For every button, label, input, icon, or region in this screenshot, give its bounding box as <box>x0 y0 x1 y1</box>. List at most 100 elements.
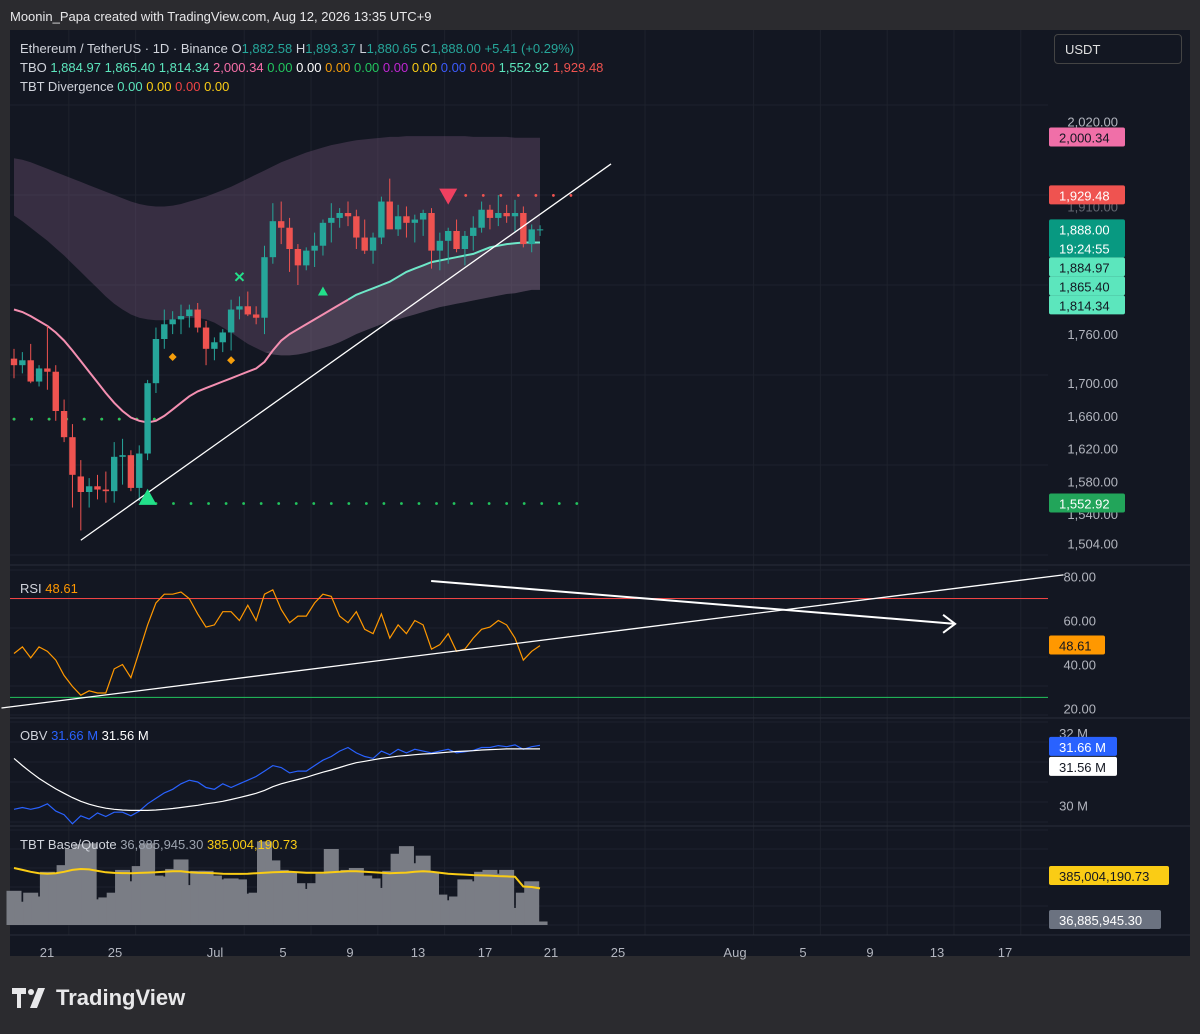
legend-value: 0.00 <box>441 60 470 75</box>
candle-body <box>244 306 251 315</box>
candle-body <box>236 306 243 310</box>
support-dot <box>82 417 86 421</box>
support-dot <box>452 502 456 505</box>
price-scale-label-text: 1,814.34 <box>1059 298 1110 313</box>
legend-value: 0.00 <box>146 79 175 94</box>
legend-value: Ethereum / TetherUS · 1D · Binance <box>20 41 231 56</box>
price-scale-label-text: 1,884.97 <box>1059 260 1110 275</box>
support-dot <box>435 502 438 505</box>
candle-body <box>219 332 226 343</box>
legend-label: RSI <box>20 581 45 596</box>
tbo-cloud <box>14 215 540 356</box>
arrow-head-icon <box>942 614 957 634</box>
support-dot <box>364 502 368 505</box>
candle-body <box>294 249 302 266</box>
resistance-dot <box>569 194 573 197</box>
volume-bar <box>524 881 540 925</box>
resistance-dot <box>481 194 485 197</box>
legend-value: 1,893.37 <box>305 41 359 56</box>
signal-diamond <box>227 356 236 365</box>
rsi-legend: RSI 48.61 <box>20 581 78 596</box>
tbo-fast-line <box>13 298 349 424</box>
price-axis-tick: 1,620.00 <box>1067 442 1118 457</box>
volume-pane: TBT Base/Quote 36,885,945.30 385,004,190… <box>6 837 548 925</box>
candle-body <box>336 213 343 218</box>
candle-body <box>19 360 26 366</box>
time-axis-tick: 17 <box>998 945 1012 960</box>
price-scale-label-text: 36,885,945.30 <box>1059 913 1142 928</box>
legend-row-divergence: TBT Divergence 0.00 0.00 0.00 0.00 <box>20 79 229 94</box>
support-dot <box>540 502 544 505</box>
resistance-dot <box>464 194 468 197</box>
chart-background <box>10 30 1190 956</box>
candle-body <box>177 316 185 320</box>
legend-value: 1,929.48 <box>553 60 604 75</box>
tbo-band <box>14 136 540 356</box>
candle-body <box>361 237 368 251</box>
signal-triangle-up <box>317 286 328 296</box>
candle-body <box>428 213 435 251</box>
legend-value: 31.66 M <box>51 728 102 743</box>
price-scale-label-text: 1,929.48 <box>1059 188 1110 203</box>
time-axis-tick: Aug <box>723 945 746 960</box>
candle-body <box>111 456 118 492</box>
price-axis-tick: 1,660.00 <box>1067 409 1118 424</box>
support-dot <box>172 502 175 505</box>
price-scale-label <box>1049 493 1125 513</box>
legend-row-symbol: Ethereum / TetherUS · 1D · Binance O1,88… <box>20 41 574 56</box>
candle-body <box>419 213 427 220</box>
price-pane: 2,020.00 1,760.00 1,700.00 1,660.00 1,620.00… <box>10 41 1118 552</box>
candle-body <box>102 489 110 492</box>
time-axis-tick: 25 <box>108 945 122 960</box>
candle-body <box>503 213 510 217</box>
rsi-line <box>13 588 541 696</box>
rsi-axis-tick: 80.00 <box>1063 570 1096 585</box>
support-dot <box>470 502 473 505</box>
tbo-fast-line-teal <box>347 241 540 301</box>
candle-body <box>227 309 235 333</box>
rsi-trendline <box>1 574 1064 709</box>
candle-body <box>478 209 485 228</box>
resistance-dot <box>534 194 538 197</box>
candle-body <box>85 486 93 492</box>
signal-triangle-up <box>138 488 157 505</box>
candle-body <box>394 216 402 230</box>
support-dot <box>189 502 193 505</box>
candle-body <box>202 327 210 349</box>
price-scale-label-text: 385,004,190.73 <box>1059 869 1149 884</box>
obv-axis-tick: 30 M <box>1059 799 1088 814</box>
candle-body <box>278 221 285 228</box>
price-axis-tick: 1,760.00 <box>1067 327 1118 342</box>
rsi-axis-tick: 60.00 <box>1063 614 1096 629</box>
signal-triangle-down <box>439 188 458 205</box>
currency-button[interactable]: USDT <box>1054 34 1182 64</box>
legend-value: 0.00 <box>354 60 383 75</box>
candle-body <box>511 213 519 217</box>
candle-body <box>369 237 377 251</box>
candle-body <box>495 213 502 218</box>
price-scale-label <box>1049 736 1117 756</box>
support-dot <box>382 502 386 505</box>
support-dot <box>417 502 421 505</box>
candle-body <box>453 231 460 249</box>
legend-value: 1,884.97 <box>50 60 104 75</box>
candle-body <box>136 453 143 488</box>
tradingview-logo-icon <box>12 988 45 1008</box>
legend-value: 1,888.00 <box>430 41 484 56</box>
legend-value: 0.00 <box>383 60 412 75</box>
candle-body <box>520 213 527 245</box>
candle-body <box>261 257 268 318</box>
legend-value: +5.41 (+0.29%) <box>484 41 574 56</box>
legend-row-tbo: TBO 1,884.97 1,865.40 1,814.34 2,000.34 … <box>20 60 603 75</box>
legend-value: 1,880.65 <box>367 41 421 56</box>
legend-value: 0.00 <box>204 79 229 94</box>
resistance-dot <box>516 194 520 197</box>
price-axis-tick: 1,700.00 <box>1067 376 1118 391</box>
candle-body <box>35 368 43 382</box>
price-scale-label <box>1049 127 1125 147</box>
legend-value: 48.61 <box>45 581 78 596</box>
candle-body <box>386 201 393 230</box>
